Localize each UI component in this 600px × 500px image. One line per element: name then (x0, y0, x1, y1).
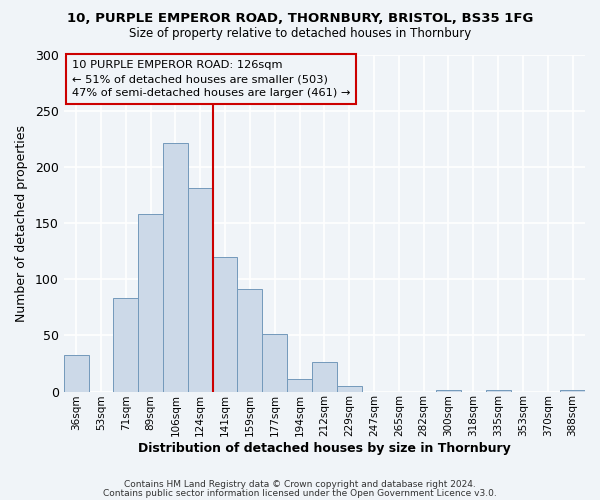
X-axis label: Distribution of detached houses by size in Thornbury: Distribution of detached houses by size … (138, 442, 511, 455)
Bar (163, 142, 188, 392)
Text: 10 PURPLE EMPEROR ROAD: 126sqm
← 51% of detached houses are smaller (503)
47% of: 10 PURPLE EMPEROR ROAD: 126sqm ← 51% of … (71, 60, 350, 98)
Bar (486, 390, 511, 392)
Text: Contains public sector information licensed under the Open Government Licence v3: Contains public sector information licen… (103, 489, 497, 498)
Bar (238, 290, 262, 392)
Bar (337, 386, 362, 392)
Bar (212, 257, 238, 392)
Text: Size of property relative to detached houses in Thornbury: Size of property relative to detached ho… (129, 28, 471, 40)
Bar (64, 354, 89, 392)
Text: Contains HM Land Registry data © Crown copyright and database right 2024.: Contains HM Land Registry data © Crown c… (124, 480, 476, 489)
Bar (138, 214, 163, 392)
Bar (287, 379, 312, 392)
Bar (560, 390, 585, 392)
Y-axis label: Number of detached properties: Number of detached properties (15, 125, 28, 322)
Bar (188, 188, 212, 392)
Bar (262, 334, 287, 392)
Bar (113, 298, 138, 392)
Text: 10, PURPLE EMPEROR ROAD, THORNBURY, BRISTOL, BS35 1FG: 10, PURPLE EMPEROR ROAD, THORNBURY, BRIS… (67, 12, 533, 26)
Bar (312, 362, 337, 392)
Bar (436, 390, 461, 392)
